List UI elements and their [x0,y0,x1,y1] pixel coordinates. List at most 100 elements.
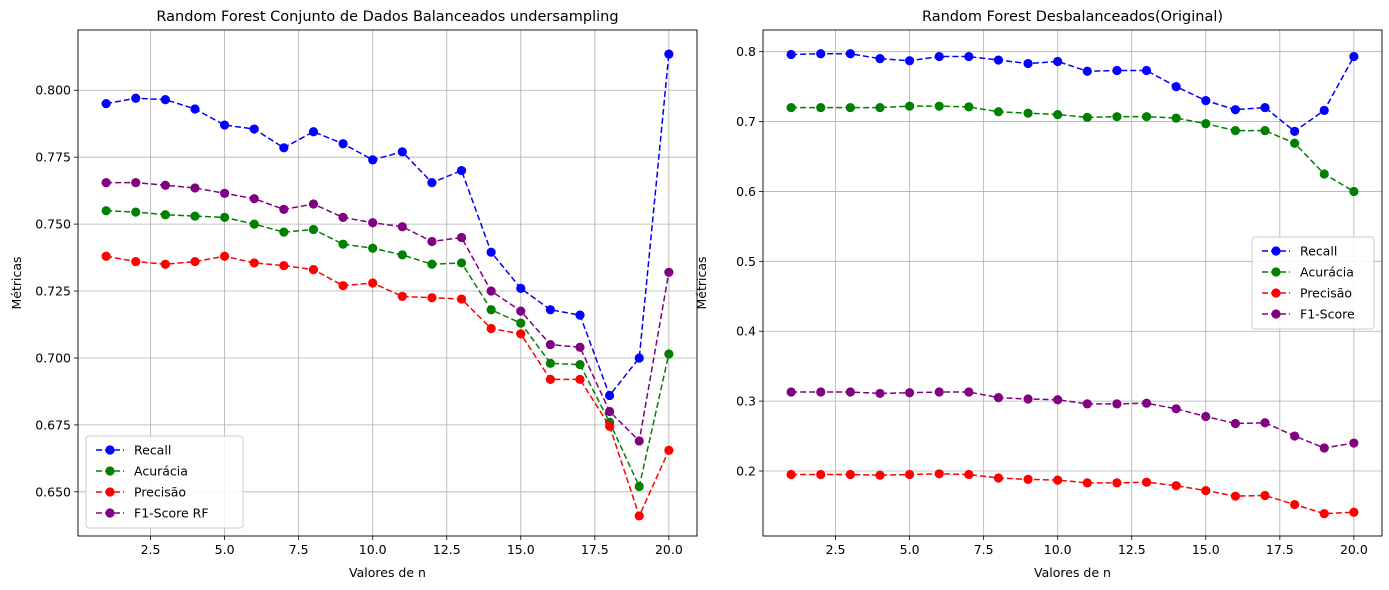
x-tick-label: 2.5 [141,542,161,557]
data-point [1112,478,1122,488]
data-point [664,349,674,359]
data-point [964,387,974,397]
data-point [220,120,230,130]
data-point [964,469,974,480]
data-point [1023,58,1033,69]
data-point [516,306,526,316]
y-axis-label: Métricas [694,256,709,309]
data-point [456,165,467,176]
data-point [279,227,289,237]
legend-item: Precisão [96,485,186,500]
legend-label: Acurácia [134,464,188,479]
data-point [786,49,796,60]
data-point [1319,169,1329,179]
legend-marker [105,487,115,497]
data-point [605,406,615,417]
data-point [397,291,407,301]
x-tick-label: 7.5 [974,542,994,557]
data-point [816,49,826,59]
series-4 [101,178,674,446]
data-point [575,360,585,370]
legend-marker [105,508,115,518]
data-point [338,281,348,291]
data-point [634,511,644,521]
data-point [664,445,674,455]
data-point [516,318,526,328]
data-point [786,469,796,480]
data-point [1260,418,1270,428]
data-point [1171,82,1181,92]
data-point [1053,56,1063,67]
data-point [786,102,796,113]
data-point [397,147,407,157]
data-point [160,210,170,220]
legend-label: Precisão [134,485,186,500]
x-tick-label: 15.0 [507,542,535,557]
data-point [964,51,974,62]
data-point [1141,477,1152,487]
data-point [1082,112,1092,122]
data-point [456,232,467,243]
data-point [1349,507,1359,517]
data-point [249,194,259,204]
data-point [993,473,1004,483]
data-point [1082,478,1092,488]
data-point [1260,126,1270,136]
data-point [249,124,259,134]
data-point [634,481,644,492]
data-point [1201,95,1211,106]
data-point [338,139,348,149]
data-point [605,390,615,401]
data-point [1082,399,1092,409]
series-1 [101,49,674,401]
data-point [875,102,885,113]
y-tick-label: 0.750 [35,217,71,232]
data-point [1201,119,1211,129]
data-point [545,339,555,350]
data-point [456,294,467,304]
data-point [249,219,259,229]
data-point [816,387,826,397]
data-point [1171,404,1181,414]
data-point [1230,126,1240,136]
data-point [905,101,915,111]
data-point [190,256,200,267]
x-tick-label: 2.5 [826,542,846,557]
data-point [308,199,319,209]
legend-item: F1-Score [1262,307,1355,322]
data-point [427,236,437,247]
y-tick-label: 0.775 [35,150,71,165]
data-point [1171,481,1181,491]
data-point [934,387,944,397]
data-point [486,286,496,296]
data-point [427,178,437,188]
legend-box [1251,236,1375,330]
plot-frame [762,29,1383,537]
data-point [845,387,855,397]
legend-marker [1271,288,1281,298]
data-point [101,99,111,109]
data-point [220,251,230,261]
legend-marker [1271,309,1281,319]
series-3 [101,251,674,521]
legend-label: F1-Score [1300,307,1355,322]
x-tick-label: 5.0 [215,542,235,557]
data-point [1319,443,1329,453]
data-point [160,180,170,190]
chart-panel-2: 2.5 5.0 7.5 10.0 12.5 15.0 17.5 20.00.20.30.40.… [694,9,1383,580]
data-point [1290,431,1300,441]
y-tick-label: 0.675 [35,417,71,432]
data-point [1260,102,1270,113]
x-tick-label: 17.5 [1266,542,1294,557]
data-point [1112,112,1122,122]
series-line [106,181,670,443]
data-point [308,127,319,137]
series-line [791,105,1355,193]
data-point [786,387,796,397]
data-point [308,224,319,235]
y-axis: 0.650 0.675 0.700 0.725 0.750 0.775 0.800 [35,83,78,499]
data-point [279,143,289,153]
data-point [338,239,348,249]
data-point [160,259,170,269]
data-point [279,260,289,271]
